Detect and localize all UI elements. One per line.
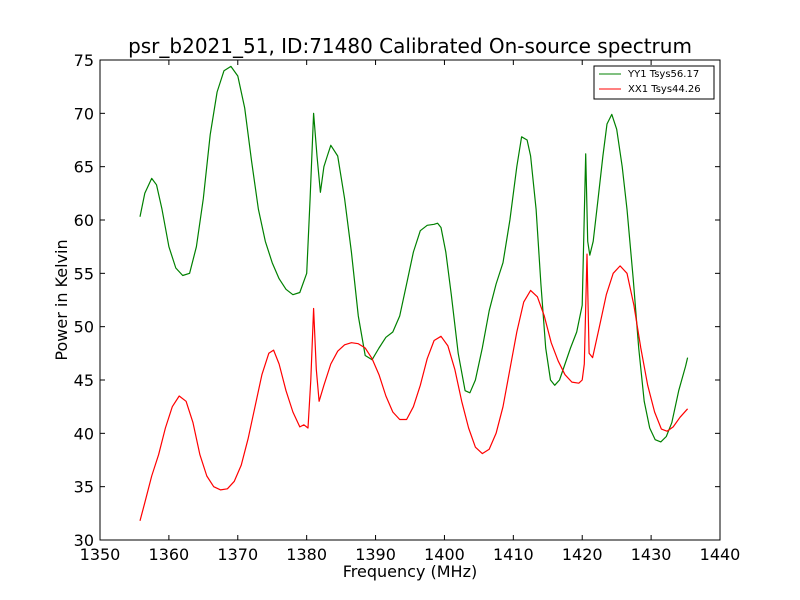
x-tick-label: 1370 (217, 545, 258, 564)
x-tick-label: 1400 (424, 545, 465, 564)
y-tick-label: 45 (74, 371, 94, 390)
legend-box (593, 65, 715, 100)
x-axis-label: Frequency (MHz) (343, 562, 477, 581)
y-tick-label: 40 (74, 424, 94, 443)
x-tick-label: 1350 (80, 545, 121, 564)
legend-label-xx1: XX1 Tsys44.26 (628, 84, 701, 95)
series-line-yy1 (139, 65, 689, 443)
legend: YY1 Tsys56.17 XX1 Tsys44.26 (593, 65, 715, 100)
y-tick-label: 35 (74, 478, 94, 497)
chart-title: psr_b2021_51, ID:71480 Calibrated On-sou… (128, 34, 692, 58)
plot-background (100, 60, 720, 540)
y-tick-label: 70 (74, 104, 94, 123)
series-group (139, 65, 689, 521)
y-tick-label: 50 (74, 318, 94, 337)
x-tick-label: 1380 (286, 545, 327, 564)
x-tick-label: 1440 (700, 545, 741, 564)
x-tick-label: 1430 (631, 545, 672, 564)
y-tick-label: 75 (74, 51, 94, 70)
y-tick-label: 65 (74, 158, 94, 177)
y-tick-label: 55 (74, 264, 94, 283)
x-tick-label: 1420 (562, 545, 603, 564)
x-tick-label: 1410 (493, 545, 534, 564)
x-tick-label: 1360 (149, 545, 190, 564)
y-tick-label: 60 (74, 211, 94, 230)
x-tick-label: 1390 (355, 545, 396, 564)
y-tick-label: 30 (74, 531, 94, 550)
plot-area: 1350 1360 1370 1380 1390 1400 1410 1420 1430 1440… (74, 51, 741, 564)
axes-frame (99, 59, 721, 541)
ticks-group: 1350 1360 1370 1380 1390 1400 1410 1420 1430 1440… (74, 51, 741, 564)
series-line-xx1 (139, 253, 689, 521)
y-axis-label: Power in Kelvin (52, 239, 71, 360)
legend-label-yy1: YY1 Tsys56.17 (627, 69, 699, 80)
